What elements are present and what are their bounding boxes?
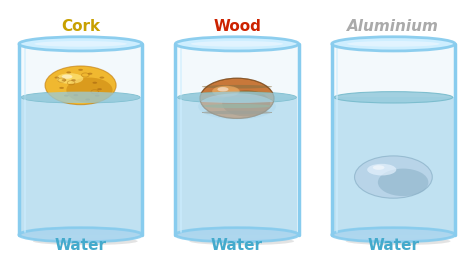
Ellipse shape bbox=[332, 228, 455, 242]
Ellipse shape bbox=[175, 37, 299, 51]
FancyBboxPatch shape bbox=[175, 44, 299, 235]
Ellipse shape bbox=[97, 88, 102, 90]
Ellipse shape bbox=[88, 73, 92, 75]
FancyBboxPatch shape bbox=[19, 44, 142, 235]
Ellipse shape bbox=[191, 41, 283, 47]
Ellipse shape bbox=[222, 90, 270, 116]
Ellipse shape bbox=[202, 85, 272, 88]
Ellipse shape bbox=[373, 165, 384, 170]
Ellipse shape bbox=[334, 228, 453, 242]
Ellipse shape bbox=[35, 41, 127, 47]
Text: Water: Water bbox=[211, 238, 263, 253]
Ellipse shape bbox=[55, 77, 59, 79]
Ellipse shape bbox=[218, 87, 228, 92]
Ellipse shape bbox=[78, 69, 83, 71]
Ellipse shape bbox=[100, 77, 104, 79]
Ellipse shape bbox=[21, 92, 140, 103]
Ellipse shape bbox=[64, 95, 69, 97]
Text: Cork: Cork bbox=[61, 19, 100, 34]
Ellipse shape bbox=[33, 237, 137, 245]
Ellipse shape bbox=[59, 87, 64, 89]
Ellipse shape bbox=[85, 99, 90, 101]
Ellipse shape bbox=[346, 237, 450, 245]
Ellipse shape bbox=[178, 228, 296, 242]
Ellipse shape bbox=[95, 95, 100, 97]
FancyBboxPatch shape bbox=[177, 97, 297, 235]
Ellipse shape bbox=[62, 79, 66, 81]
Text: Wood: Wood bbox=[213, 19, 261, 34]
Ellipse shape bbox=[19, 37, 142, 51]
Ellipse shape bbox=[332, 37, 455, 51]
Ellipse shape bbox=[202, 111, 272, 114]
Ellipse shape bbox=[45, 66, 116, 105]
FancyBboxPatch shape bbox=[332, 44, 455, 235]
Ellipse shape bbox=[334, 92, 453, 103]
Ellipse shape bbox=[202, 91, 272, 95]
Ellipse shape bbox=[19, 228, 142, 242]
Ellipse shape bbox=[378, 168, 428, 196]
Ellipse shape bbox=[202, 104, 272, 108]
Ellipse shape bbox=[213, 86, 239, 96]
Ellipse shape bbox=[178, 92, 296, 103]
FancyBboxPatch shape bbox=[333, 97, 454, 235]
Ellipse shape bbox=[73, 94, 78, 96]
Ellipse shape bbox=[355, 156, 432, 198]
Ellipse shape bbox=[189, 237, 294, 245]
FancyBboxPatch shape bbox=[20, 97, 141, 235]
Ellipse shape bbox=[66, 78, 113, 103]
Ellipse shape bbox=[202, 97, 272, 102]
Ellipse shape bbox=[178, 92, 296, 103]
Ellipse shape bbox=[66, 71, 71, 74]
Ellipse shape bbox=[198, 93, 276, 119]
Ellipse shape bbox=[21, 92, 140, 103]
Ellipse shape bbox=[212, 86, 240, 97]
Ellipse shape bbox=[71, 79, 76, 81]
Ellipse shape bbox=[92, 82, 97, 84]
Ellipse shape bbox=[62, 75, 73, 79]
Ellipse shape bbox=[21, 228, 140, 242]
Ellipse shape bbox=[347, 41, 439, 47]
Ellipse shape bbox=[200, 78, 274, 118]
Text: Water: Water bbox=[367, 238, 419, 253]
Text: Aluminium: Aluminium bbox=[347, 19, 439, 34]
Text: Water: Water bbox=[55, 238, 107, 253]
Ellipse shape bbox=[367, 164, 396, 175]
Ellipse shape bbox=[56, 73, 83, 84]
Ellipse shape bbox=[175, 228, 299, 242]
